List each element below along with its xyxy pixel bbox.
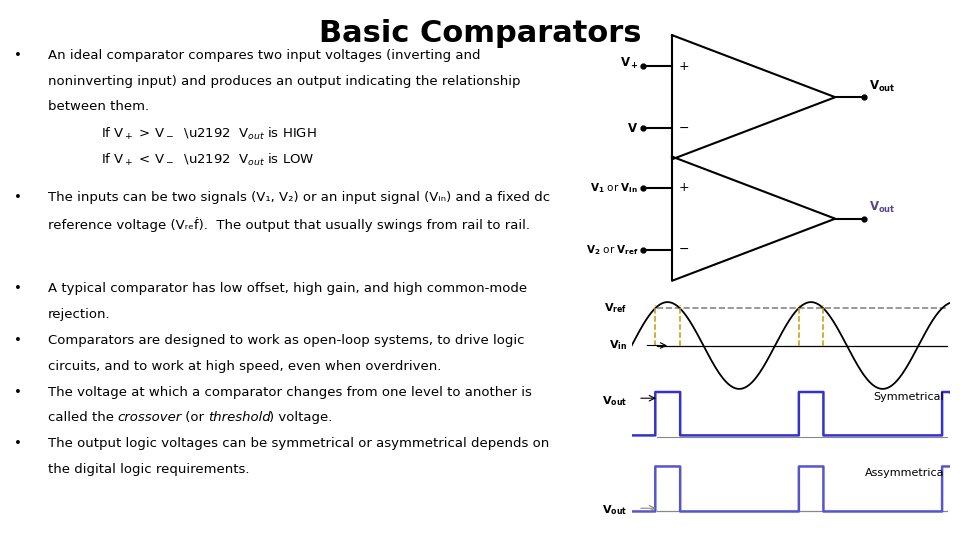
Text: Basic Comparators: Basic Comparators: [319, 19, 641, 48]
Text: −: −: [679, 243, 688, 256]
Text: circuits, and to work at high speed, even when overdriven.: circuits, and to work at high speed, eve…: [48, 360, 442, 373]
Text: $\mathbf{V_{in}}$: $\mathbf{V_{in}}$: [609, 339, 627, 353]
Text: between them.: between them.: [48, 100, 149, 113]
Text: −: −: [679, 122, 688, 135]
Text: An ideal comparator compares two input voltages (inverting and: An ideal comparator compares two input v…: [48, 49, 481, 62]
Text: $\mathbf{V_{out}}$: $\mathbf{V_{out}}$: [869, 79, 896, 94]
Text: $\mathbf{V_1}$ or $\mathbf{V_{in}}$: $\mathbf{V_1}$ or $\mathbf{V_{in}}$: [590, 181, 638, 194]
Text: threshold: threshold: [208, 411, 271, 424]
Text: +: +: [678, 181, 689, 194]
Text: called the: called the: [48, 411, 118, 424]
Text: If V$_+$ < V$_-$  \u2192  V$_{out}$ is LOW: If V$_+$ < V$_-$ \u2192 V$_{out}$ is LOW: [101, 152, 314, 168]
Text: +: +: [678, 59, 689, 73]
Text: •: •: [14, 282, 22, 295]
Text: $\mathbf{V_{ref}}$: $\mathbf{V_{ref}}$: [604, 301, 627, 315]
Text: Comparators are designed to work as open-loop systems, to drive logic: Comparators are designed to work as open…: [48, 334, 524, 347]
Text: The voltage at which a comparator changes from one level to another is: The voltage at which a comparator change…: [48, 386, 532, 399]
Text: If V$_+$ > V$_-$  \u2192  V$_{out}$ is HIGH: If V$_+$ > V$_-$ \u2192 V$_{out}$ is HIG…: [101, 126, 317, 143]
Text: The inputs can be two signals (V₁, V₂) or an input signal (Vᵢₙ) and a fixed dc: The inputs can be two signals (V₁, V₂) o…: [48, 191, 550, 204]
Text: •: •: [14, 386, 22, 399]
Text: rejection.: rejection.: [48, 308, 110, 321]
Text: $\mathbf{V_2}$ or $\mathbf{V_{ref}}$: $\mathbf{V_2}$ or $\mathbf{V_{ref}}$: [586, 243, 638, 256]
Text: $\mathbf{V_{out}}$: $\mathbf{V_{out}}$: [869, 200, 896, 215]
Text: $\mathbf{V_{out}}$: $\mathbf{V_{out}}$: [602, 503, 627, 517]
Text: ) voltage.: ) voltage.: [269, 411, 332, 424]
Text: A typical comparator has low offset, high gain, and high common-mode: A typical comparator has low offset, hig…: [48, 282, 527, 295]
Text: $\mathbf{V_{out}}$: $\mathbf{V_{out}}$: [602, 394, 627, 408]
Text: (or: (or: [181, 411, 208, 424]
Text: •: •: [14, 49, 22, 62]
Text: Symmetrical: Symmetrical: [874, 392, 944, 402]
Text: noninverting input) and produces an output indicating the relationship: noninverting input) and produces an outp…: [48, 75, 520, 87]
Text: $\mathbf{V}$: $\mathbf{V}$: [628, 122, 638, 135]
Text: •: •: [14, 191, 22, 204]
Text: Assymmetrica: Assymmetrica: [865, 468, 944, 478]
Text: •: •: [14, 437, 22, 450]
Text: the digital logic requirements.: the digital logic requirements.: [48, 463, 250, 476]
Text: The output logic voltages can be symmetrical or asymmetrical depends on: The output logic voltages can be symmetr…: [48, 437, 549, 450]
Text: crossover: crossover: [117, 411, 181, 424]
Text: $\mathbf{V_+}$: $\mathbf{V_+}$: [619, 56, 638, 71]
Text: reference voltage (Vᵣₑḟ).  The output that usually swings from rail to rail.: reference voltage (Vᵣₑḟ). The output tha…: [48, 217, 530, 232]
Text: •: •: [14, 334, 22, 347]
